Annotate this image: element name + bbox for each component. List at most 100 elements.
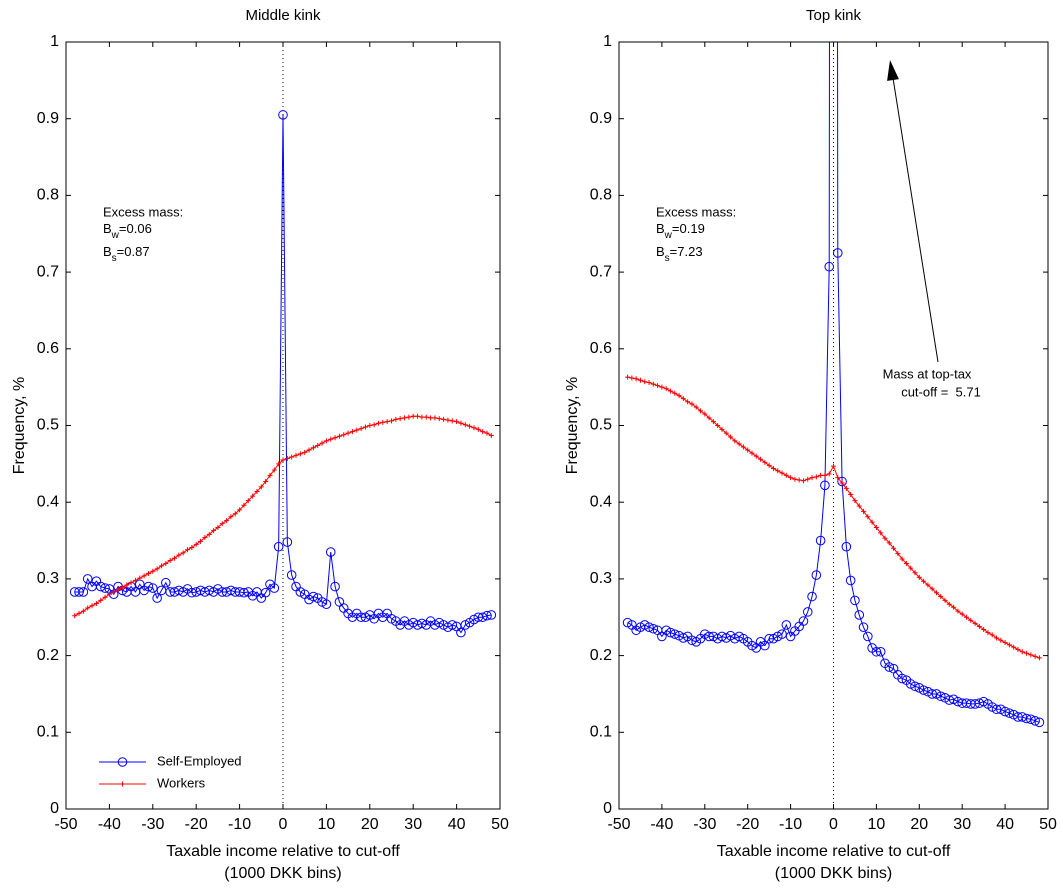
- marker: [1026, 714, 1036, 725]
- annotation-symbol: B: [103, 244, 112, 259]
- marker: [436, 416, 442, 422]
- marker: [685, 399, 691, 405]
- y-tick-label: 0.4: [37, 493, 59, 510]
- x-tick-label: 10: [318, 816, 336, 833]
- marker: [951, 604, 957, 610]
- marker: [665, 627, 676, 638]
- marker: [74, 587, 84, 597]
- marker: [650, 381, 656, 387]
- marker: [1004, 708, 1015, 718]
- marker: [423, 414, 429, 420]
- marker: [723, 430, 729, 436]
- marker: [822, 472, 828, 478]
- annotation: Mass at top-tax: [883, 366, 972, 381]
- marker: [910, 681, 920, 692]
- annotation-text: =0.87: [117, 244, 150, 259]
- marker: [211, 528, 217, 534]
- x-tick-label: -30: [141, 816, 164, 833]
- marker: [215, 525, 221, 531]
- marker: [764, 633, 774, 644]
- marker: [402, 415, 408, 421]
- marker: [232, 511, 238, 517]
- marker: [637, 377, 643, 383]
- marker: [689, 401, 695, 407]
- marker: [835, 475, 841, 481]
- marker: [863, 631, 873, 642]
- marker: [263, 478, 269, 484]
- marker: [841, 541, 852, 552]
- marker: [245, 498, 251, 504]
- marker: [332, 435, 338, 441]
- marker: [432, 415, 438, 421]
- marker: [484, 430, 490, 436]
- marker: [659, 384, 665, 390]
- marker: [959, 611, 965, 617]
- marker: [145, 571, 151, 577]
- y-tick-label: 0.1: [590, 724, 612, 741]
- marker: [271, 467, 277, 473]
- marker: [891, 545, 897, 551]
- marker: [148, 583, 158, 593]
- legend-marker: [120, 781, 125, 787]
- marker: [672, 390, 678, 396]
- marker: [224, 518, 230, 524]
- marker: [417, 618, 427, 629]
- marker: [831, 463, 836, 469]
- marker: [818, 472, 824, 478]
- x-tick-label: -40: [98, 816, 121, 833]
- marker: [871, 646, 882, 657]
- arrow-head: [887, 60, 899, 81]
- y-tick-label: 0.9: [37, 110, 59, 127]
- plot-area: [69, 110, 497, 638]
- marker: [921, 578, 927, 584]
- marker: [655, 383, 661, 389]
- x-tick-label: 50: [491, 816, 509, 833]
- annotation-symbol: B: [103, 221, 112, 236]
- marker: [832, 248, 843, 258]
- annotation: Excess mass:: [656, 204, 736, 219]
- marker: [850, 595, 860, 606]
- marker: [800, 478, 806, 484]
- y-tick-label: 0: [603, 800, 612, 817]
- marker: [1021, 713, 1032, 724]
- marker: [1030, 715, 1040, 726]
- marker: [293, 452, 299, 458]
- marker: [267, 472, 273, 478]
- marker: [187, 587, 197, 598]
- marker: [375, 420, 381, 426]
- marker: [419, 414, 425, 420]
- y-tick-label: 0.3: [37, 570, 59, 587]
- annotation: Bs=7.23: [656, 244, 703, 263]
- marker: [456, 627, 466, 638]
- plot-area: [622, 42, 1045, 728]
- marker: [783, 472, 789, 478]
- legend-marker: [117, 757, 128, 767]
- marker: [927, 689, 937, 699]
- marker: [488, 432, 494, 438]
- x-tick-label: 0: [829, 816, 838, 833]
- marker: [282, 537, 293, 547]
- marker: [100, 583, 110, 593]
- marker: [354, 427, 360, 433]
- marker: [878, 530, 884, 536]
- marker: [141, 573, 147, 579]
- marker: [989, 632, 995, 638]
- marker: [258, 484, 264, 490]
- marker: [1036, 655, 1042, 661]
- x-tick-label: -40: [650, 816, 673, 833]
- marker: [693, 404, 699, 410]
- marker: [929, 586, 935, 592]
- marker: [269, 583, 280, 593]
- marker: [323, 438, 329, 444]
- legend-label: Self-Employed: [157, 753, 242, 768]
- marker: [946, 601, 952, 607]
- marker: [78, 587, 89, 597]
- marker: [163, 561, 169, 567]
- marker: [278, 110, 288, 120]
- marker: [384, 419, 390, 425]
- marker: [219, 521, 225, 527]
- subplot-title: Middle kink: [245, 7, 321, 24]
- marker: [185, 547, 191, 553]
- marker: [111, 589, 117, 595]
